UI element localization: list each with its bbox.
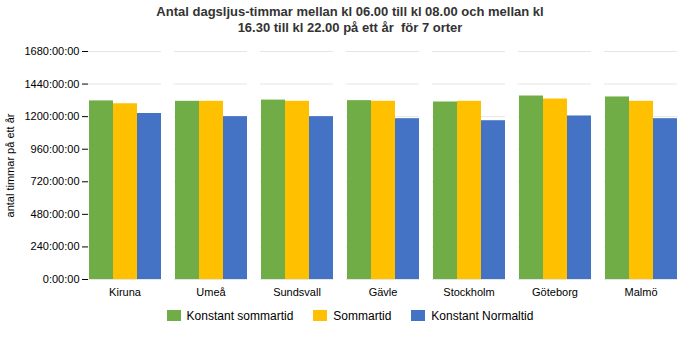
svg-text:Stockholm: Stockholm: [443, 286, 494, 298]
html-text:Antal dagsljus-timmar mellan k: Antal dagsljus-timmar mellan kl 06.00 ti…: [156, 4, 544, 36]
svg-text:1440:00:00: 1440:00:00: [24, 77, 79, 89]
svg-text:Kiruna: Kiruna: [109, 286, 142, 298]
html-text:Sommartid: Sommartid: [333, 308, 392, 323]
svg-text:antal timmar på ett år: antal timmar på ett år: [4, 113, 16, 217]
svg-text:Sundsvall: Sundsvall: [273, 286, 321, 298]
html-text:Konstant Normaltid: Konstant Normaltid: [431, 308, 534, 323]
svg-text:960:00:00: 960:00:00: [31, 142, 80, 154]
svg-text:Malmö: Malmö: [624, 286, 657, 298]
svg-text:Gävle: Gävle: [369, 286, 398, 298]
svg-text:Göteborg: Göteborg: [532, 286, 578, 298]
svg-text:1680:00:00: 1680:00:00: [24, 45, 79, 57]
svg-text:Umeå: Umeå: [196, 286, 226, 298]
svg-text:240:00:00: 240:00:00: [31, 240, 80, 252]
svg-text:480:00:00: 480:00:00: [31, 207, 80, 219]
svg-text:1200:00:00: 1200:00:00: [24, 110, 79, 122]
svg-text:720:00:00: 720:00:00: [31, 175, 80, 187]
svg-text:0:00:00: 0:00:00: [43, 273, 80, 285]
html-text:Konstant sommartid: Konstant sommartid: [186, 308, 294, 323]
